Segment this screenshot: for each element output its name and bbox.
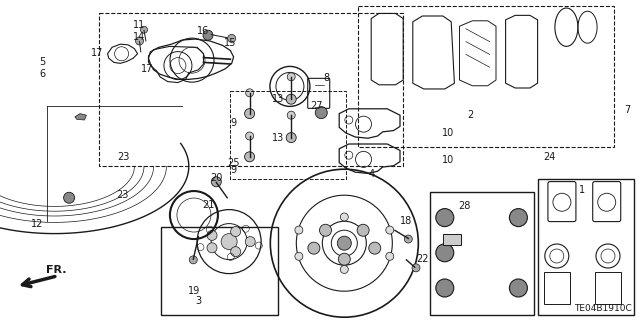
- Circle shape: [211, 177, 221, 187]
- Circle shape: [246, 132, 253, 140]
- Circle shape: [189, 256, 197, 264]
- Circle shape: [230, 247, 241, 257]
- Polygon shape: [75, 114, 86, 120]
- Text: 17: 17: [141, 64, 154, 74]
- Circle shape: [316, 107, 327, 119]
- Text: 28: 28: [458, 201, 471, 212]
- Circle shape: [357, 224, 369, 236]
- Circle shape: [404, 235, 412, 243]
- Text: 25: 25: [227, 158, 240, 168]
- Text: 18: 18: [400, 216, 413, 226]
- Circle shape: [141, 26, 147, 33]
- Circle shape: [339, 253, 350, 265]
- Circle shape: [340, 213, 348, 221]
- Text: 12: 12: [31, 219, 44, 229]
- Circle shape: [436, 209, 454, 227]
- Circle shape: [386, 252, 394, 260]
- Text: TE04B1910C: TE04B1910C: [575, 304, 632, 313]
- Circle shape: [63, 192, 75, 203]
- Text: 22: 22: [416, 254, 429, 264]
- Text: 20: 20: [210, 172, 223, 183]
- Text: 17: 17: [91, 48, 104, 58]
- Text: 2: 2: [467, 110, 474, 120]
- Circle shape: [287, 73, 295, 81]
- Text: 24: 24: [543, 152, 556, 162]
- Circle shape: [386, 226, 394, 234]
- Circle shape: [412, 264, 420, 272]
- Circle shape: [286, 132, 296, 143]
- Text: 5: 5: [40, 57, 46, 68]
- Circle shape: [509, 209, 527, 227]
- Text: 19: 19: [188, 286, 200, 296]
- Circle shape: [308, 242, 320, 254]
- Circle shape: [340, 266, 348, 273]
- Text: 9: 9: [230, 164, 237, 175]
- Text: 4: 4: [368, 169, 374, 180]
- Circle shape: [207, 243, 217, 253]
- Circle shape: [369, 242, 381, 254]
- Circle shape: [230, 227, 241, 236]
- Text: 11: 11: [133, 20, 146, 30]
- Circle shape: [287, 111, 295, 119]
- Circle shape: [246, 89, 253, 97]
- Text: 10: 10: [442, 128, 454, 138]
- Text: 8: 8: [323, 73, 330, 84]
- Text: 23: 23: [117, 152, 130, 162]
- Circle shape: [295, 252, 303, 260]
- Text: 9: 9: [230, 118, 237, 128]
- Text: 14: 14: [133, 32, 146, 42]
- Text: 10: 10: [442, 155, 454, 165]
- Circle shape: [136, 37, 143, 45]
- Circle shape: [244, 108, 255, 119]
- Polygon shape: [443, 234, 461, 245]
- Text: FR.: FR.: [46, 265, 67, 275]
- Text: 3: 3: [195, 296, 202, 306]
- Text: 23: 23: [116, 190, 129, 200]
- Circle shape: [286, 94, 296, 104]
- Circle shape: [337, 236, 351, 250]
- Circle shape: [228, 34, 236, 42]
- Text: 13: 13: [272, 94, 285, 104]
- Text: 15: 15: [224, 38, 237, 48]
- Circle shape: [436, 279, 454, 297]
- Circle shape: [245, 236, 255, 247]
- Text: 13: 13: [272, 132, 285, 143]
- Circle shape: [436, 244, 454, 262]
- Circle shape: [207, 230, 217, 240]
- Circle shape: [295, 226, 303, 234]
- Circle shape: [244, 152, 255, 162]
- Circle shape: [203, 30, 213, 40]
- Text: 1: 1: [579, 185, 586, 196]
- Circle shape: [509, 279, 527, 297]
- Circle shape: [221, 234, 237, 250]
- Text: 7: 7: [624, 105, 630, 116]
- Text: 16: 16: [197, 26, 210, 36]
- Text: 27: 27: [310, 100, 323, 111]
- Text: 21: 21: [202, 200, 214, 210]
- Circle shape: [319, 224, 332, 236]
- Text: 6: 6: [40, 68, 46, 79]
